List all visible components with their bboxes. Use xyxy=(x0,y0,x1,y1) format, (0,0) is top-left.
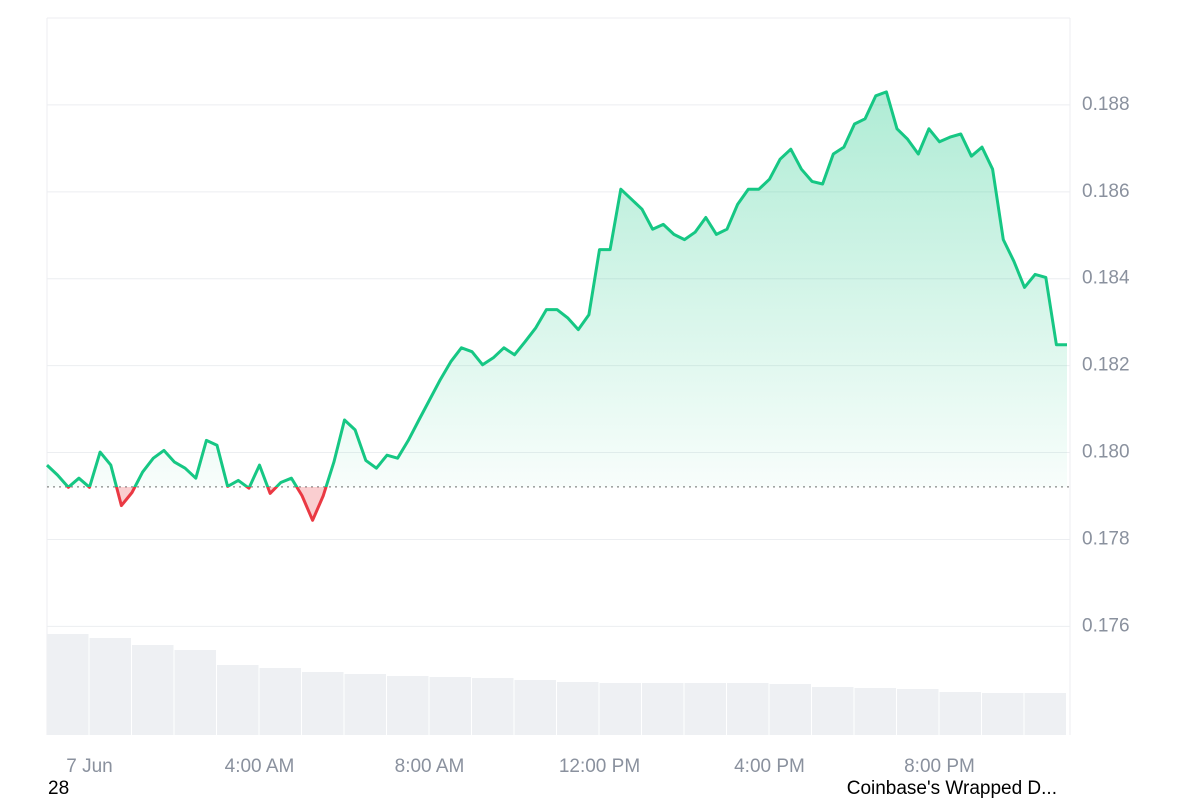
price-line xyxy=(45,90,1067,522)
volume-bar xyxy=(344,674,386,735)
x-tick-label: 12:00 PM xyxy=(559,756,640,777)
x-tick-label: 8:00 PM xyxy=(904,756,975,777)
volume-bar xyxy=(727,683,769,735)
volume-bar xyxy=(897,689,939,735)
volume-bar xyxy=(684,683,726,735)
volume-bar xyxy=(132,645,174,735)
footer-left: 28 xyxy=(48,778,69,799)
volume-bar xyxy=(514,680,556,735)
y-tick-label: 0.184 xyxy=(1082,268,1130,289)
volume-bar xyxy=(939,692,981,735)
volume-bar xyxy=(89,638,131,735)
y-tick-label: 0.182 xyxy=(1082,355,1130,376)
volume-bar xyxy=(812,687,854,735)
y-tick-label: 0.186 xyxy=(1082,181,1130,202)
volume-bar xyxy=(982,693,1024,735)
volume-bar xyxy=(174,650,216,735)
x-tick-label: 8:00 AM xyxy=(395,756,465,777)
x-tick-label: 4:00 AM xyxy=(225,756,295,777)
volume-bar xyxy=(1024,693,1066,735)
x-tick-label: 4:00 PM xyxy=(734,756,805,777)
x-tick-label: 7 Jun xyxy=(66,756,112,777)
volume-bar xyxy=(429,677,471,735)
volume-bar xyxy=(769,684,811,735)
volume-bar xyxy=(259,668,301,735)
volume-bar xyxy=(47,634,89,735)
volume-bar xyxy=(472,678,514,735)
footer-right: Coinbase's Wrapped D... xyxy=(847,778,1057,799)
price-area xyxy=(47,91,1067,521)
volume-bar xyxy=(217,665,259,735)
volume-bar xyxy=(302,672,344,735)
y-tick-label: 0.188 xyxy=(1082,94,1130,115)
volume-bar xyxy=(557,682,599,735)
volume-bar xyxy=(387,676,429,735)
volume-bar xyxy=(642,683,684,735)
y-tick-label: 0.178 xyxy=(1082,528,1130,549)
y-tick-label: 0.176 xyxy=(1082,615,1130,636)
volume-bar xyxy=(854,688,896,735)
y-tick-label: 0.180 xyxy=(1082,442,1130,463)
volume-bar xyxy=(599,683,641,735)
